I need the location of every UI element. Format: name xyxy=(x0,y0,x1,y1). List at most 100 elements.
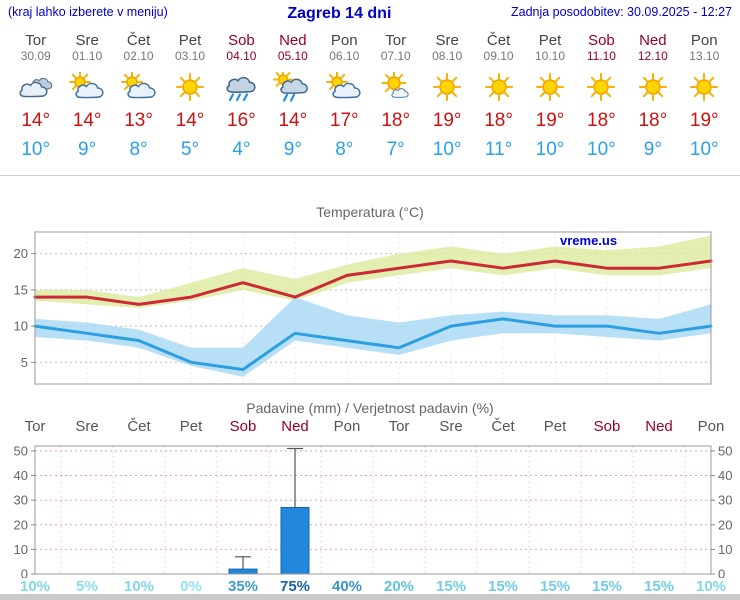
temp-max: 14° xyxy=(21,110,51,131)
temp-min: 10° xyxy=(21,139,51,160)
day-column: Ned 12.10 18° 9° xyxy=(627,33,678,163)
day-column: Tor 07.10 18° 7° xyxy=(370,33,421,163)
precip-probability-label: 15% xyxy=(643,578,675,595)
day-name: Čet xyxy=(486,32,511,49)
day-column: Čet 09.10 18° 11° xyxy=(473,33,524,163)
svg-text:30: 30 xyxy=(14,493,28,508)
precip-day-label: Sob xyxy=(593,418,621,435)
precip-probability-label: 15% xyxy=(591,578,623,595)
temp-min: 9° xyxy=(78,139,97,160)
precip-probability-label: 15% xyxy=(539,578,571,595)
svg-text:20: 20 xyxy=(14,246,28,261)
day-name: Čet xyxy=(126,32,151,49)
section-divider xyxy=(0,175,740,176)
svg-text:50: 50 xyxy=(718,443,732,458)
temp-max: 18° xyxy=(587,110,616,131)
day-date: 13.10 xyxy=(689,49,720,63)
day-column: Sob 04.10 16° 4° xyxy=(216,33,267,163)
svg-text:0: 0 xyxy=(718,567,725,579)
day-column: Pon 06.10 17° 8° xyxy=(319,33,370,163)
svg-text:10: 10 xyxy=(718,542,732,557)
temp-min: 5° xyxy=(180,139,200,160)
precip-day-label: Ned xyxy=(645,418,673,435)
precipitation-day-labels: Tor Sre Čet Pet Sob Ned Pon Tor Sre Čet Pet Sob Ned P… xyxy=(0,418,740,436)
temp-min: 9° xyxy=(283,139,302,160)
watermark: vreme.us xyxy=(560,233,617,248)
day-column: Pet 10.10 19° 10° xyxy=(524,33,575,163)
temp-max: 18° xyxy=(638,110,668,131)
day-date: 03.10 xyxy=(174,49,205,63)
sunny-icon xyxy=(164,69,215,105)
svg-text:30: 30 xyxy=(718,493,732,508)
day-date: 01.10 xyxy=(72,49,103,63)
partly-cloudy-icon xyxy=(61,69,112,105)
sunny-icon xyxy=(679,69,730,105)
day-date: 09.10 xyxy=(483,49,514,63)
day-name: Pon xyxy=(330,32,358,49)
temp-min: 10° xyxy=(689,139,719,160)
day-column: Pet 03.10 14° 5° xyxy=(164,33,215,163)
svg-text:40: 40 xyxy=(718,468,732,483)
precip-probability-label: 75% xyxy=(279,578,311,595)
temp-max: 13° xyxy=(124,110,153,131)
day-column: Tor 30.09 14° 10° xyxy=(10,33,61,163)
sunny-icon xyxy=(576,69,627,105)
precipitation-chart: 0 0 10 10 20 20 30 30 40 40 50 50 xyxy=(0,440,740,578)
temp-min: 4° xyxy=(232,139,251,160)
page-title: Zagreb 14 dni xyxy=(287,5,392,22)
precip-day-label: Sob xyxy=(229,418,257,435)
day-name: Ned xyxy=(279,32,307,49)
precip-day-label: Pet xyxy=(179,418,203,435)
svg-text:50: 50 xyxy=(14,443,28,458)
precip-probability-label: 15% xyxy=(487,578,519,595)
day-date: 04.10 xyxy=(226,49,257,63)
rain-icon xyxy=(216,69,267,105)
precip-probability-label: 10% xyxy=(695,578,727,595)
precip-bar xyxy=(228,568,258,575)
day-name: Ned xyxy=(639,32,667,49)
day-name: Pet xyxy=(538,32,562,49)
day-name: Pet xyxy=(178,32,202,49)
precip-probability-label: 10% xyxy=(123,578,155,595)
precip-day-label: Sre xyxy=(439,418,463,435)
day-date: 08.10 xyxy=(432,49,463,63)
precip-probability-label: 0% xyxy=(180,578,202,595)
precip-day-label: Tor xyxy=(388,418,410,435)
sunny-icon xyxy=(473,69,524,105)
day-date: 02.10 xyxy=(123,49,154,63)
precip-probability-label: 20% xyxy=(383,578,415,595)
temp-max: 18° xyxy=(484,110,513,131)
svg-text:40: 40 xyxy=(14,468,28,483)
footer-strip xyxy=(0,594,740,600)
precip-day-label: Pon xyxy=(697,418,725,435)
day-date: 30.09 xyxy=(20,49,51,63)
precip-day-label: Pet xyxy=(543,418,567,435)
temp-min: 8° xyxy=(129,139,148,160)
precip-probability-label: 15% xyxy=(435,578,467,595)
day-date: 12.10 xyxy=(637,49,668,63)
svg-text:10: 10 xyxy=(14,319,28,334)
partly-cloudy-icon xyxy=(319,69,370,105)
day-date: 07.10 xyxy=(380,49,411,63)
precip-bar xyxy=(280,507,310,575)
svg-text:15: 15 xyxy=(14,282,28,297)
precip-probability-label: 35% xyxy=(227,578,259,595)
cloudy-icon xyxy=(10,69,61,105)
temp-max: 14° xyxy=(278,110,308,131)
svg-text:0: 0 xyxy=(21,567,28,579)
svg-text:20: 20 xyxy=(718,517,732,532)
last-updated-text: Zadnja posodobitev: 30.09.2025 - 12:27 xyxy=(510,5,732,19)
day-date: 11.10 xyxy=(586,49,616,63)
sunny-icon xyxy=(421,69,472,105)
day-column: Sob 11.10 18° 10° xyxy=(576,33,627,163)
day-column: Pon 13.10 19° 10° xyxy=(679,33,730,163)
precip-day-label: Pon xyxy=(333,418,361,435)
svg-text:20: 20 xyxy=(14,517,28,532)
temp-min: 9° xyxy=(643,139,662,160)
temp-min: 10° xyxy=(587,139,616,160)
precip-day-label: Ned xyxy=(281,418,309,435)
temp-min: 10° xyxy=(432,139,462,160)
precip-day-label: Sre xyxy=(75,418,99,435)
precip-day-label: Tor xyxy=(24,418,46,435)
partly-cloudy-icon xyxy=(113,69,164,105)
